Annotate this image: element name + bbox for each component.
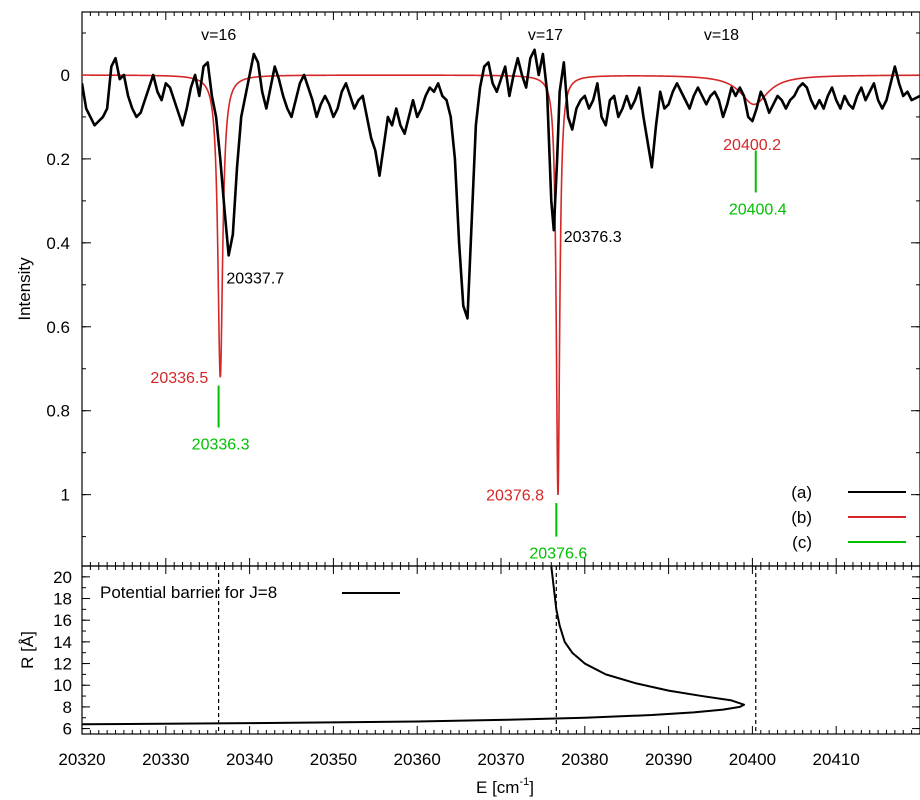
energy-tick-label: 20340 bbox=[226, 750, 273, 769]
series-a-spectrum bbox=[82, 48, 920, 320]
energy-tick-label: 20360 bbox=[394, 750, 441, 769]
top-axes: 0 0.2 0.4 0.6 0.8 1 bbox=[46, 11, 920, 567]
legend-label: (a) bbox=[791, 483, 812, 502]
bottom-axes: 20320 20330 20340 20350 20360 20370 20380 20390… bbox=[53, 565, 920, 769]
legend-label: (b) bbox=[791, 508, 812, 527]
intensity-tick-label: 0.4 bbox=[46, 234, 70, 253]
r-tick-label: 12 bbox=[53, 655, 72, 674]
top-panel: 0 0.2 0.4 0.6 0.8 1 Intensity v=16 v=17 v=18 20… bbox=[15, 11, 920, 567]
series-b-line bbox=[82, 74, 920, 495]
intensity-tick-label: 0.8 bbox=[46, 402, 70, 421]
series-b-peak-label: 20400.2 bbox=[723, 137, 781, 154]
energy-tick-label: 20350 bbox=[310, 750, 357, 769]
series-a-peak-label: 20337.7 bbox=[226, 271, 284, 288]
vibrational-labels: v=16 v=17 v=18 bbox=[201, 27, 739, 44]
energy-axis-label: E [cm-1] bbox=[476, 776, 534, 797]
series-a-peak-label: 20376.3 bbox=[564, 229, 622, 246]
peak-labels: 20337.7 20376.3 20336.5 20376.8 20400.2 20336… bbox=[150, 137, 786, 562]
bottom-panel: 20320 20330 20340 20350 20360 20370 20380 20390… bbox=[18, 565, 920, 797]
r-tick-label: 20 bbox=[53, 568, 72, 587]
vertical-dashed-lines bbox=[217, 566, 757, 734]
legend-label: (c) bbox=[792, 533, 812, 552]
energy-tick-label: 20390 bbox=[645, 750, 692, 769]
r-tick-label: 10 bbox=[53, 676, 72, 695]
vibrational-label: v=18 bbox=[704, 27, 739, 44]
legend: (a) (b) (c) bbox=[791, 483, 906, 552]
intensity-tick-label: 0 bbox=[61, 66, 70, 85]
series-c-peak-label: 20336.3 bbox=[192, 437, 250, 454]
series-b-peak-label: 20336.5 bbox=[150, 370, 208, 387]
energy-tick-label: 20380 bbox=[561, 750, 608, 769]
barrier-legend-label: Potential barrier for J=8 bbox=[100, 583, 277, 602]
series-c-peak-label: 20400.4 bbox=[729, 201, 787, 218]
series-b-lorentzian bbox=[82, 74, 920, 495]
energy-tick-label: 20330 bbox=[142, 750, 189, 769]
energy-tick-label: 20370 bbox=[477, 750, 524, 769]
potential-barrier-curve bbox=[82, 566, 746, 726]
barrier-line bbox=[82, 566, 746, 726]
series-a-line bbox=[82, 48, 920, 320]
r-tick-label: 16 bbox=[53, 611, 72, 630]
energy-tick-label: 20320 bbox=[58, 750, 105, 769]
series-b-peak-label: 20376.8 bbox=[486, 488, 544, 505]
energy-tick-label: 20400 bbox=[729, 750, 776, 769]
r-tick-label: 6 bbox=[63, 720, 72, 739]
series-c-markers bbox=[217, 150, 757, 537]
energy-tick-label: 20410 bbox=[813, 750, 860, 769]
r-tick-label: 8 bbox=[63, 698, 72, 717]
vibrational-label: v=17 bbox=[528, 27, 563, 44]
r-axis-label: R [Å] bbox=[18, 631, 37, 669]
intensity-tick-label: 0.2 bbox=[46, 150, 70, 169]
intensity-axis-label: Intensity bbox=[15, 257, 34, 321]
r-tick-label: 18 bbox=[53, 590, 72, 609]
intensity-tick-label: 1 bbox=[61, 486, 70, 505]
series-c-peak-label: 20376.6 bbox=[529, 546, 587, 563]
r-tick-label: 14 bbox=[53, 633, 72, 652]
intensity-tick-label: 0.6 bbox=[46, 318, 70, 337]
vibrational-label: v=16 bbox=[201, 27, 236, 44]
